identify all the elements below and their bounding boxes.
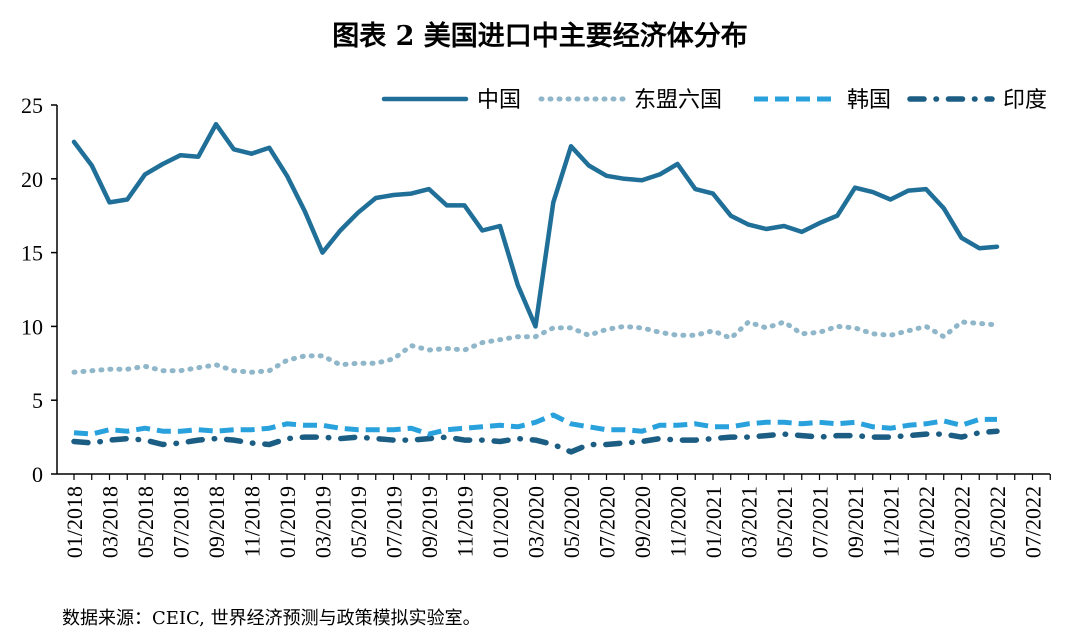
x-tick-label: 07/2021	[808, 486, 833, 558]
x-tick-label: 11/2020	[666, 486, 691, 557]
x-tick-label: 03/2020	[524, 486, 549, 558]
x-tick-label: 03/2022	[950, 486, 975, 558]
series-line-3	[71, 428, 1000, 455]
y-tick-label: 15	[21, 241, 43, 266]
x-tick-label: 09/2020	[630, 486, 655, 558]
series-line-0	[71, 121, 1000, 329]
x-tick-label: 11/2021	[879, 486, 904, 557]
legend-label-2: 韩国	[847, 88, 891, 113]
x-tick-label: 05/2019	[346, 486, 371, 558]
y-tick-label: 5	[32, 388, 43, 413]
x-tick-label: 11/2019	[453, 486, 478, 557]
x-tick-label: 09/2019	[417, 486, 442, 558]
x-tick-label: 05/2018	[133, 486, 158, 558]
legend-label-1: 东盟六国	[634, 88, 722, 113]
series-layer	[71, 121, 1000, 455]
x-tick-label: 07/2018	[169, 486, 194, 558]
legend-label-0: 中国	[477, 88, 521, 113]
x-tick-label: 01/2018	[62, 486, 87, 558]
x-tick-label: 01/2021	[701, 486, 726, 558]
x-tick-label: 07/2020	[595, 486, 620, 558]
x-tick-label: 05/2021	[772, 486, 797, 558]
x-tick-label: 03/2019	[311, 486, 336, 558]
y-tick-label: 0	[32, 462, 43, 487]
x-tick-label: 01/2019	[275, 486, 300, 558]
x-tick-label: 07/2019	[382, 486, 407, 558]
x-tick-label: 07/2022	[1021, 486, 1046, 558]
legend-label-3: 印度	[1003, 88, 1047, 113]
x-tick-label: 03/2018	[98, 486, 123, 558]
series-line-2	[73, 412, 997, 437]
y-tick-label: 10	[21, 314, 43, 339]
source-note: 数据来源：CEIC, 世界经济预测与政策模拟实验室。	[62, 608, 481, 629]
x-tick-label: 03/2021	[737, 486, 762, 558]
x-tick-label: 01/2020	[488, 486, 513, 558]
x-tick-label: 05/2022	[985, 486, 1010, 558]
chart-title: 图表 2 美国进口中主要经济体分布	[332, 21, 748, 52]
axes: 0 5 10 15 20 25 01/2018 03/2018 05/2018 07/2018 09…	[21, 93, 1051, 558]
x-tick-label: 09/2021	[843, 486, 868, 558]
series-line-1	[71, 319, 1000, 375]
y-tick-label: 25	[21, 93, 43, 118]
y-tick-label: 20	[21, 167, 43, 192]
x-tick-label: 09/2018	[204, 486, 229, 558]
x-tick-label: 11/2018	[240, 486, 265, 557]
x-tick-label: 01/2022	[914, 486, 939, 558]
legend: 中国 东盟六国 韩国 印度	[381, 88, 1047, 113]
x-tick-label: 05/2020	[559, 486, 584, 558]
